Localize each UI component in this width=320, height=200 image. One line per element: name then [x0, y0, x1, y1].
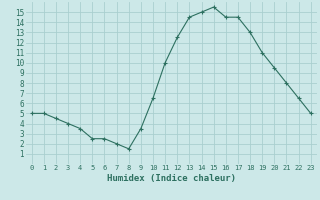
X-axis label: Humidex (Indice chaleur): Humidex (Indice chaleur) — [107, 174, 236, 183]
